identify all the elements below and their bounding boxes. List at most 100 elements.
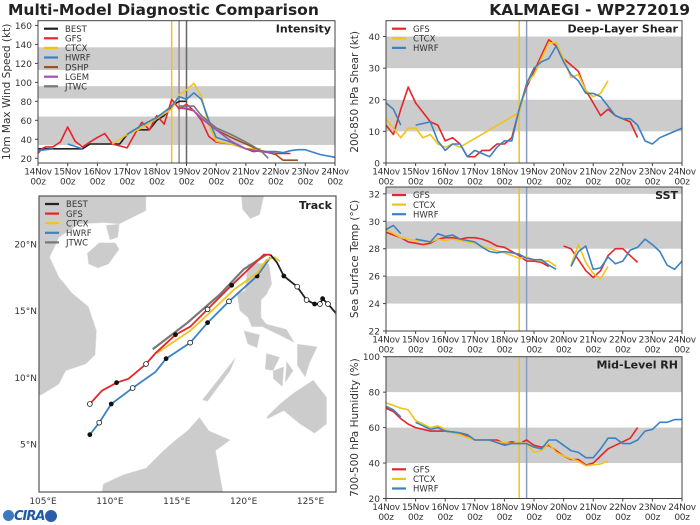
x-tick-date: 17Nov xyxy=(461,336,489,346)
x-tick-date: 16Nov xyxy=(431,336,459,346)
land xyxy=(236,262,296,344)
series-line-lgem xyxy=(179,107,276,155)
x-tick-label: 19Nov 00z xyxy=(173,168,201,188)
x-tick-hour: 00z xyxy=(674,345,690,355)
track-point-open xyxy=(303,297,310,303)
track-point-filled xyxy=(173,332,178,338)
x-tick-date: 14Nov xyxy=(24,168,52,178)
y-tick-label: 120 xyxy=(15,60,32,70)
series-line-hwrf xyxy=(37,92,336,159)
track-point-open xyxy=(317,301,323,307)
y-axis-label: 10m Max Wind Speed (kt) xyxy=(1,24,13,160)
y-tick-label: 100 xyxy=(15,79,32,89)
x-tick-label: 18Nov 00z xyxy=(491,168,519,188)
x-tick-label: 18Nov 00z xyxy=(491,336,519,356)
legend-label: GFS xyxy=(66,210,83,220)
x-tick-hour: 00z xyxy=(378,513,394,523)
series-line-ctcx xyxy=(385,402,609,467)
x-tick-label: 14Nov 00z xyxy=(372,168,400,188)
track-point-open xyxy=(204,306,211,313)
track-point-filled xyxy=(87,432,93,438)
land xyxy=(284,360,294,384)
y-tick-label: 26 xyxy=(369,273,381,283)
x-tick-hour: 00z xyxy=(526,177,542,187)
x-tick-date: 21Nov xyxy=(579,168,607,178)
track-point-open xyxy=(96,419,103,426)
x-tick-hour: 00z xyxy=(586,345,602,355)
x-tick-label: 20Nov 00z xyxy=(550,503,578,523)
y-tick-label: 20 xyxy=(369,96,381,106)
y-tick-label: 20 xyxy=(369,495,381,505)
x-tick-hour: 00z xyxy=(586,513,602,523)
x-tick-date: 24Nov xyxy=(668,336,696,346)
shaded-band xyxy=(386,187,682,194)
x-tick-hour: 00z xyxy=(268,177,284,187)
x-tick-hour: 00z xyxy=(408,345,424,355)
y-tick-label: 22 xyxy=(369,328,380,338)
x-tick-hour: 00z xyxy=(30,177,46,187)
legend-label: BEST xyxy=(65,25,88,35)
longitude-label: 110°E xyxy=(96,497,124,507)
x-tick-label: 16Nov 00z xyxy=(431,336,459,356)
x-tick-label: 21Nov 00z xyxy=(579,503,607,523)
x-tick-hour: 00z xyxy=(674,177,690,187)
longitude-label: 115°E xyxy=(163,497,191,507)
land xyxy=(243,330,260,349)
x-tick-hour: 00z xyxy=(497,177,513,187)
x-tick-label: 20Nov 00z xyxy=(550,336,578,356)
x-tick-label: 22Nov 00z xyxy=(609,336,637,356)
x-tick-label: 14Nov 00z xyxy=(24,168,52,188)
land xyxy=(264,352,281,371)
x-tick-label: 18Nov 00z xyxy=(491,503,519,523)
x-tick-date: 16Nov xyxy=(431,503,459,513)
x-tick-hour: 00z xyxy=(467,345,483,355)
x-tick-label: 17Nov 00z xyxy=(461,168,489,188)
y-tick-label: 60 xyxy=(21,117,33,127)
x-tick-hour: 00z xyxy=(119,177,135,187)
x-tick-label: 23Nov 00z xyxy=(639,336,667,356)
x-tick-label: 16Nov 00z xyxy=(84,168,112,188)
legend-label: HWRF xyxy=(66,229,92,239)
x-tick-date: 19Nov xyxy=(520,336,548,346)
track-point-filled xyxy=(320,296,326,302)
x-tick-date: 15Nov xyxy=(402,503,430,513)
y-tick-label: 10 xyxy=(369,128,381,138)
cira-logo: CIRA xyxy=(3,509,58,524)
x-tick-label: 24Nov 00z xyxy=(321,168,349,188)
x-tick-hour: 00z xyxy=(238,177,254,187)
x-tick-date: 16Nov xyxy=(431,168,459,178)
x-tick-hour: 00z xyxy=(327,177,343,187)
panel-title: SST xyxy=(655,189,678,202)
track-point-open xyxy=(294,283,301,290)
land xyxy=(105,223,120,241)
x-tick-label: 19Nov 00z xyxy=(520,168,548,188)
y-tick-label: 24 xyxy=(369,300,381,310)
x-tick-label: 23Nov 00z xyxy=(639,503,667,523)
x-tick-hour: 00z xyxy=(408,177,424,187)
x-tick-hour: 00z xyxy=(179,177,195,187)
land xyxy=(266,379,327,434)
series-line-hwrf xyxy=(385,405,682,459)
series-line-hwrf xyxy=(385,45,683,158)
track-lines xyxy=(87,253,336,438)
panel-title: Intensity xyxy=(276,23,331,36)
land xyxy=(296,343,318,378)
x-tick-date: 23Nov xyxy=(639,336,667,346)
x-tick-label: 24Nov 00z xyxy=(668,503,696,523)
shaded-band xyxy=(386,356,682,393)
x-tick-date: 15Nov xyxy=(402,336,430,346)
y-tick-label: 40 xyxy=(369,460,381,470)
x-tick-hour: 00z xyxy=(378,177,394,187)
legend-label: CTCX xyxy=(413,35,436,45)
x-tick-label: 20Nov 00z xyxy=(550,168,578,188)
x-tick-date: 18Nov xyxy=(491,503,519,513)
x-tick-date: 19Nov xyxy=(520,503,548,513)
legend-label: LGEM xyxy=(65,73,89,83)
series-line-hwrf xyxy=(385,224,683,271)
x-tick-label: 21Nov 00z xyxy=(579,168,607,188)
x-tick-hour: 00z xyxy=(556,345,572,355)
x-tick-date: 17Nov xyxy=(461,168,489,178)
